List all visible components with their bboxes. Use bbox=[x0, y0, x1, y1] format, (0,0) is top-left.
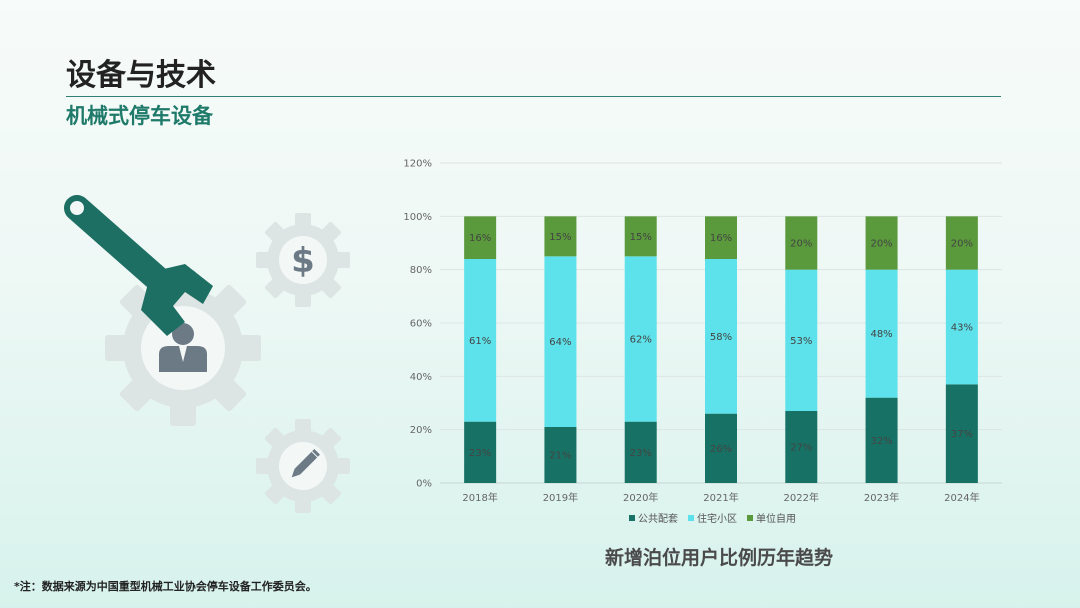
y-tick-label: 0% bbox=[416, 479, 432, 490]
page-subtitle: 机械式停车设备 bbox=[66, 104, 213, 128]
data-label: 27% bbox=[790, 443, 812, 454]
data-label: 20% bbox=[951, 239, 973, 250]
bar-segment bbox=[785, 216, 818, 270]
data-label: 37% bbox=[951, 429, 973, 440]
data-label: 58% bbox=[710, 332, 732, 343]
data-label: 15% bbox=[630, 232, 652, 243]
bar-segment bbox=[464, 421, 497, 483]
bar-segment bbox=[705, 413, 737, 483]
bar-segment bbox=[544, 216, 577, 257]
legend-label: 单位自用 bbox=[756, 512, 796, 525]
bar-segment bbox=[544, 256, 577, 427]
data-label: 20% bbox=[790, 239, 812, 250]
y-tick-label: 20% bbox=[410, 425, 432, 436]
x-tick-label: 2024年 bbox=[944, 491, 979, 504]
y-tick-label: 60% bbox=[410, 319, 432, 330]
x-tick-label: 2018年 bbox=[462, 491, 497, 504]
data-label: 16% bbox=[710, 233, 732, 244]
pencil-gear-icon bbox=[236, 399, 355, 520]
data-label: 64% bbox=[549, 337, 571, 348]
data-label: 53% bbox=[790, 336, 812, 347]
y-tick-label: 100% bbox=[403, 212, 432, 223]
bar-segment bbox=[464, 259, 497, 422]
footnote: *注：数据来源为中国重型机械工业协会停车设备工作委员会。 bbox=[14, 580, 317, 593]
page-title: 设备与技术 bbox=[66, 58, 216, 93]
data-label: 23% bbox=[630, 448, 652, 459]
bar-segment bbox=[705, 259, 737, 414]
x-tick-label: 2020年 bbox=[623, 491, 658, 504]
data-label: 43% bbox=[951, 323, 973, 334]
chart-caption: 新增泊位用户比例历年趋势 bbox=[605, 547, 834, 569]
bar-segment bbox=[945, 216, 978, 270]
data-label: 23% bbox=[469, 448, 491, 459]
y-tick-label: 120% bbox=[403, 159, 432, 170]
data-label: 62% bbox=[630, 335, 652, 346]
bar-segment bbox=[865, 397, 898, 483]
bar-segment bbox=[624, 421, 657, 483]
bar-segment bbox=[705, 216, 737, 259]
data-label: 21% bbox=[549, 451, 571, 462]
x-tick-label: 2022年 bbox=[784, 491, 819, 504]
bar-segment bbox=[865, 269, 898, 398]
x-tick-label: 2019年 bbox=[543, 491, 578, 504]
legend-swatch bbox=[688, 515, 694, 521]
bar-segment bbox=[624, 216, 657, 257]
y-tick-label: 80% bbox=[410, 265, 432, 276]
gears-illustration: $ bbox=[64, 193, 355, 520]
data-label: 26% bbox=[710, 444, 732, 455]
data-label: 16% bbox=[469, 233, 491, 244]
bar-segment bbox=[464, 216, 497, 259]
bar-segment bbox=[945, 384, 978, 483]
legend-label: 公共配套 bbox=[638, 512, 678, 525]
data-label: 20% bbox=[870, 239, 892, 250]
bar-segment bbox=[785, 411, 818, 483]
legend-label: 住宅小区 bbox=[697, 512, 737, 525]
data-label: 61% bbox=[469, 336, 491, 347]
legend-swatch bbox=[629, 515, 635, 521]
y-tick-label: 40% bbox=[410, 372, 432, 383]
title-divider bbox=[66, 96, 1001, 97]
bar-segment bbox=[624, 256, 657, 422]
data-label: 32% bbox=[870, 436, 892, 447]
bar-segment bbox=[544, 427, 577, 483]
svg-text:$: $ bbox=[291, 241, 315, 281]
legend-swatch bbox=[747, 515, 753, 521]
dollar-gear-icon: $ bbox=[236, 193, 355, 327]
x-tick-label: 2023年 bbox=[864, 491, 899, 504]
wrench-icon bbox=[64, 195, 213, 336]
bar-segment bbox=[945, 269, 978, 385]
data-label: 15% bbox=[549, 232, 571, 243]
bar-segment bbox=[865, 216, 898, 270]
bar-segment bbox=[785, 269, 818, 411]
stacked-bar-chart: 0% 20% 40% 60% 80% 100% 120% 23% 61% 16% 2018年 21% 6… bbox=[403, 159, 1002, 525]
x-tick-label: 2021年 bbox=[703, 491, 738, 504]
data-label: 48% bbox=[870, 329, 892, 340]
